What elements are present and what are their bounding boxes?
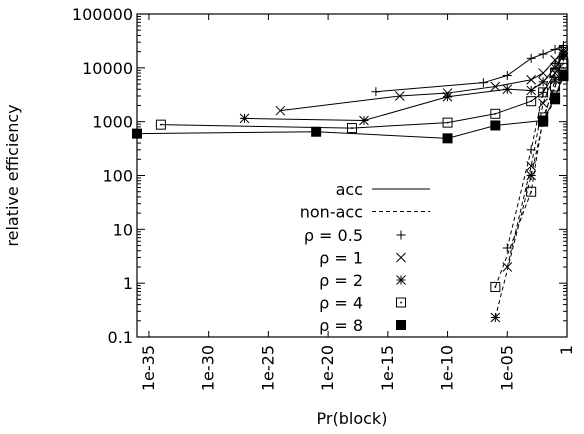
x-tick-label: 1e-35 bbox=[139, 345, 158, 391]
series-1-acc-point bbox=[538, 68, 548, 78]
series-4-nonacc-point bbox=[538, 116, 549, 127]
series-2-acc-point bbox=[550, 62, 560, 73]
series-1-acc-point bbox=[526, 74, 537, 85]
series-2-acc-point bbox=[502, 84, 513, 95]
series-0-acc-point bbox=[371, 87, 381, 97]
series-3-nonacc-point bbox=[490, 281, 501, 292]
legend-label: ρ = 2 bbox=[319, 271, 363, 290]
series-2-nonacc-point bbox=[550, 74, 560, 85]
series-1-nonacc-point bbox=[502, 262, 513, 272]
series-1-acc-point bbox=[275, 105, 286, 116]
series-3-acc-point bbox=[155, 119, 166, 130]
series-3-acc-line bbox=[160, 63, 564, 129]
x-tick-label: 1e-25 bbox=[258, 345, 277, 391]
series-2-acc-point bbox=[239, 113, 250, 124]
series-0-nonacc-point bbox=[502, 243, 512, 253]
y-tick-label: 10 bbox=[113, 220, 133, 239]
series-3-nonacc-point bbox=[526, 186, 537, 197]
series-2-acc-line bbox=[244, 53, 564, 122]
series-2-nonacc-point bbox=[490, 312, 501, 323]
series-4-nonacc-point bbox=[550, 94, 561, 105]
series-1-nonacc-point bbox=[526, 161, 537, 171]
series-4-nonacc-line bbox=[542, 76, 564, 122]
series-1-acc-point bbox=[490, 81, 501, 92]
plot-markers bbox=[132, 40, 569, 323]
series-0-acc-point bbox=[550, 44, 560, 54]
x-tick-label: 1e-15 bbox=[378, 345, 397, 391]
series-2-acc-point bbox=[538, 76, 548, 87]
y-tick-label: 10000 bbox=[82, 59, 133, 78]
series-2-nonacc-line bbox=[494, 56, 564, 318]
series-0-acc-point bbox=[502, 71, 512, 81]
legend-marker-sample bbox=[396, 297, 406, 308]
y-axis-label: relative efficiency bbox=[3, 104, 22, 246]
x-axis-label: Pr(block) bbox=[317, 409, 388, 428]
x-tick-label: 1e-10 bbox=[438, 345, 457, 391]
series-1-acc-point bbox=[550, 55, 560, 65]
y-tick-label: 100000 bbox=[72, 5, 133, 24]
series-0-acc-point bbox=[526, 53, 536, 63]
series-0-acc-point bbox=[538, 49, 548, 59]
series-4-acc-point bbox=[442, 133, 453, 144]
legend-label: non-acc bbox=[300, 203, 363, 222]
x-tick-label: 1e-20 bbox=[318, 345, 337, 391]
legend-marker-sample bbox=[396, 230, 406, 240]
legend-marker-sample bbox=[396, 252, 406, 263]
legend-label: acc bbox=[336, 180, 363, 199]
y-tick-label: 1 bbox=[123, 274, 133, 293]
legend-label: ρ = 4 bbox=[319, 294, 363, 313]
legend-marker-sample bbox=[396, 275, 406, 285]
legend-label: ρ = 0.5 bbox=[304, 226, 363, 245]
series-1-acc-point bbox=[394, 91, 405, 101]
y-tick-label: 100 bbox=[102, 167, 133, 186]
series-4-acc-point bbox=[490, 120, 501, 131]
tick-labels: 1e-35 1e-30 1e-25 1e-20 1e-15 1e-10 1e-05 1 0.1 1… bbox=[72, 5, 576, 391]
series-4-acc-point bbox=[311, 126, 322, 137]
x-tick-label: 1e-30 bbox=[199, 345, 218, 391]
series-3-nonacc-point bbox=[550, 81, 561, 92]
axis-ticks bbox=[137, 13, 568, 338]
x-tick-label: 1 bbox=[557, 345, 576, 355]
series-3-acc-point bbox=[347, 123, 357, 134]
series-2-acc-point bbox=[359, 115, 369, 126]
legend: acc non-acc ρ = 0.5 ρ = 1 ρ = 2 ρ = 4 ρ = 8 bbox=[300, 180, 430, 335]
series-3-acc-point bbox=[526, 96, 537, 107]
series-0-nonacc-point bbox=[526, 145, 536, 155]
series-2-nonacc-point bbox=[526, 170, 537, 181]
y-tick-label: 1000 bbox=[92, 113, 133, 132]
legend-marker-sample bbox=[396, 320, 406, 330]
y-tick-label: 0.1 bbox=[108, 328, 133, 347]
series-0-nonacc-line bbox=[506, 47, 564, 249]
legend-label: ρ = 1 bbox=[319, 249, 363, 268]
series-2-acc-point bbox=[526, 85, 537, 96]
series-2-acc-point bbox=[442, 91, 453, 102]
series-0-acc-point bbox=[478, 78, 488, 88]
series-1-nonacc-point bbox=[538, 98, 548, 109]
series-3-acc-point bbox=[490, 108, 501, 119]
series-0-acc-line bbox=[375, 45, 564, 93]
series-1-acc-line bbox=[280, 50, 564, 112]
legend-label: ρ = 8 bbox=[319, 316, 363, 335]
x-tick-label: 1e-05 bbox=[497, 345, 516, 391]
series-3-acc-point bbox=[442, 117, 453, 128]
series-3-acc-point bbox=[538, 87, 549, 98]
